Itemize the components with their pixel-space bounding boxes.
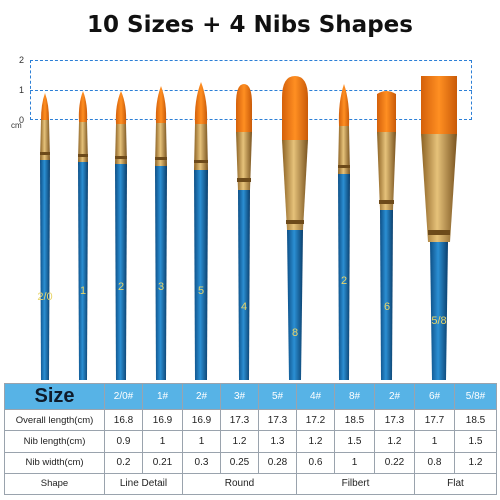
size-cell: 8# — [334, 382, 375, 411]
scale-unit: cm — [11, 121, 22, 130]
brush-1: 1 — [78, 91, 88, 380]
brush-3: 3 — [155, 86, 167, 380]
table-cell: 18.5 — [454, 409, 497, 432]
brush-2-filbert: 2 — [338, 84, 350, 380]
table-cell: 17.3 — [220, 409, 259, 432]
overall-length-row: Overall length(cm) 16.8 16.9 16.9 17.3 1… — [4, 409, 497, 432]
table-cell: 1 — [334, 451, 375, 474]
brush-2: 2 — [115, 91, 127, 380]
size-cell: 2# — [374, 382, 415, 411]
table-cell: 18.5 — [334, 409, 375, 432]
scale-tick-1: 1 — [19, 85, 25, 95]
scale-tick-0: 0 — [19, 115, 25, 125]
shape-cell: Line Detail — [104, 472, 183, 496]
table-cell: 0.28 — [258, 451, 297, 474]
table-cell: 17.3 — [258, 409, 297, 432]
table-cell: 0.21 — [142, 451, 183, 474]
shape-cell: Round — [182, 472, 297, 496]
size-cell: 3# — [220, 382, 259, 411]
table-cell: 1.2 — [296, 430, 335, 453]
brush-size-label: 2/0 — [37, 291, 52, 303]
scale-tick-2: 2 — [19, 55, 25, 65]
nib-width-row: Nib width(cm) 0.2 0.21 0.3 0.25 0.28 0.6… — [4, 451, 497, 474]
table-cell: 0.25 — [220, 451, 259, 474]
brush-5-8-flat: 5/8 — [421, 76, 457, 380]
brush-4-filbert: 4 — [236, 84, 252, 380]
table-cell: 1.2 — [374, 430, 415, 453]
size-cell: 2/0# — [104, 382, 143, 411]
brush-8-filbert: 8 — [282, 76, 308, 380]
table-cell: 16.8 — [104, 409, 143, 432]
shape-cell: Flat — [414, 472, 497, 496]
brush-size-label: 5/8 — [431, 315, 446, 327]
table-cell: 1 — [182, 430, 221, 453]
brush-size-label: 8 — [292, 327, 298, 339]
size-cell: 2# — [182, 382, 221, 411]
scale-line-1cm — [30, 90, 472, 91]
table-cell: 1 — [414, 430, 455, 453]
shape-row: Shape Line Detail Round Filbert Flat — [4, 472, 497, 496]
brush-size-label: 2 — [341, 275, 347, 287]
row-label: Shape — [4, 472, 105, 496]
table-cell: 0.3 — [182, 451, 221, 474]
brush-2-0: 2/0 — [37, 93, 53, 380]
row-label: Overall length(cm) — [4, 409, 105, 432]
table-cell: 1.2 — [454, 451, 497, 474]
brush-5: 5 — [194, 82, 208, 380]
page-title: 10 Sizes + 4 Nibs Shapes — [87, 12, 413, 38]
table-cell: 0.9 — [104, 430, 143, 453]
table-cell: 1.2 — [220, 430, 259, 453]
brush-size-label: 3 — [158, 281, 164, 293]
size-cell: 5/8# — [454, 382, 497, 411]
size-header-label: Size — [4, 382, 105, 411]
table-cell: 16.9 — [182, 409, 221, 432]
brush-set-illustration: 2/0 1 2 3 5 4 — [37, 76, 457, 380]
table-cell: 16.9 — [142, 409, 183, 432]
table-cell: 17.3 — [374, 409, 415, 432]
table-cell: 0.2 — [104, 451, 143, 474]
table-cell: 0.6 — [296, 451, 335, 474]
row-label: Nib width(cm) — [4, 451, 105, 474]
brush-size-label: 4 — [241, 301, 247, 313]
size-cell: 4# — [296, 382, 335, 411]
brush-size-label: 5 — [198, 285, 204, 297]
brush-size-label: 6 — [384, 301, 390, 313]
brush-size-label: 2 — [118, 281, 124, 293]
table-cell: 1.5 — [454, 430, 497, 453]
size-header-row: Size 2/0# 1# 2# 3# 5# 4# 8# 2# 6# 5/8# — [4, 382, 497, 411]
shape-cell: Filbert — [296, 472, 415, 496]
table-cell: 1.5 — [334, 430, 375, 453]
brush-size-label: 1 — [80, 285, 86, 297]
size-cell: 1# — [142, 382, 183, 411]
brush-6-flat: 6 — [377, 91, 396, 380]
table-cell: 17.7 — [414, 409, 455, 432]
table-cell: 1.3 — [258, 430, 297, 453]
table-cell: 0.22 — [374, 451, 415, 474]
table-cell: 1 — [142, 430, 183, 453]
nib-length-row: Nib length(cm) 0.9 1 1 1.2 1.3 1.2 1.5 1… — [4, 430, 497, 453]
table-cell: 0.8 — [414, 451, 455, 474]
size-cell: 6# — [414, 382, 455, 411]
row-label: Nib length(cm) — [4, 430, 105, 453]
specification-table: Size 2/0# 1# 2# 3# 5# 4# 8# 2# 6# 5/8# O… — [4, 382, 497, 496]
table-cell: 17.2 — [296, 409, 335, 432]
size-cell: 5# — [258, 382, 297, 411]
